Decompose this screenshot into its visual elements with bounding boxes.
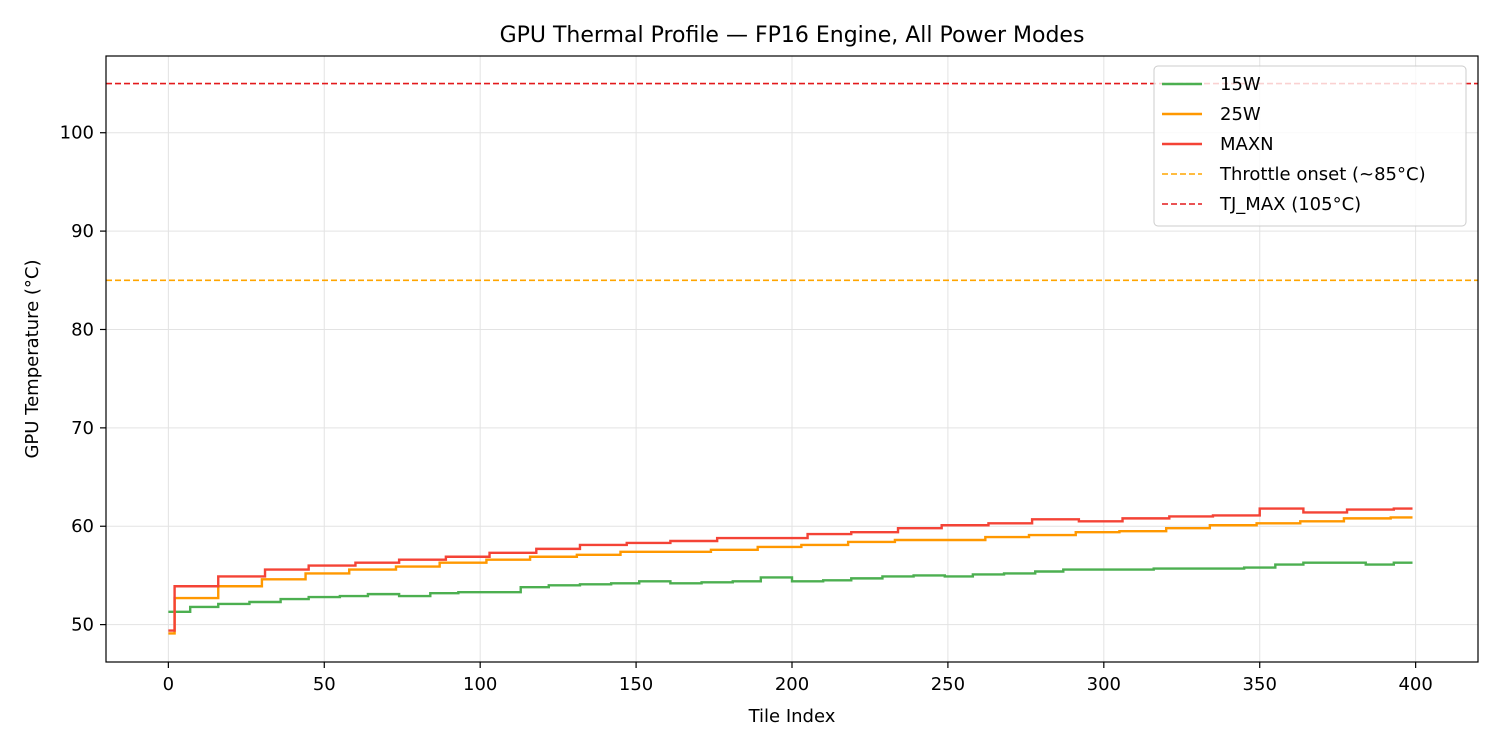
x-tick-label: 250: [931, 674, 965, 695]
series-line: [168, 561, 1413, 614]
x-tick-label: 150: [619, 674, 653, 695]
x-tick-label: 100: [463, 674, 497, 695]
legend-label: 15W: [1220, 74, 1261, 95]
x-tick-label: 400: [1398, 674, 1432, 695]
y-tick-label: 50: [71, 615, 94, 636]
y-tick-label: 70: [71, 418, 94, 439]
chart-title: GPU Thermal Profile — FP16 Engine, All P…: [500, 23, 1085, 48]
legend-label: MAXN: [1220, 134, 1274, 155]
y-axis-label: GPU Temperature (°C): [22, 259, 43, 458]
x-tick-label: 0: [163, 674, 174, 695]
series-line: [168, 507, 1413, 632]
ticks-layer: 0 50 100 150 200 250 300 350 400 50 60 70 80 90 100: [60, 123, 1433, 695]
y-tick-label: 100: [60, 123, 94, 144]
x-tick-label: 200: [775, 674, 809, 695]
series-layer: [168, 507, 1413, 635]
y-tick-label: 80: [71, 319, 94, 340]
legend-label: TJ_MAX (105°C): [1219, 194, 1361, 215]
y-tick-label: 90: [71, 221, 94, 242]
y-tick-label: 60: [71, 516, 94, 537]
legend-box: [1153, 65, 1467, 227]
x-tick-label: 50: [313, 674, 336, 695]
x-axis-label: Tile Index: [748, 706, 836, 727]
legend-label: 25W: [1220, 104, 1261, 125]
legend-label: Throttle onset (~85°C): [1219, 164, 1426, 185]
series-line: [168, 516, 1413, 635]
legend: 15W 25W MAXN Throttle onset (~85°C) TJ_MAX (…: [1153, 65, 1467, 227]
x-tick-label: 300: [1087, 674, 1121, 695]
x-tick-label: 350: [1243, 674, 1277, 695]
